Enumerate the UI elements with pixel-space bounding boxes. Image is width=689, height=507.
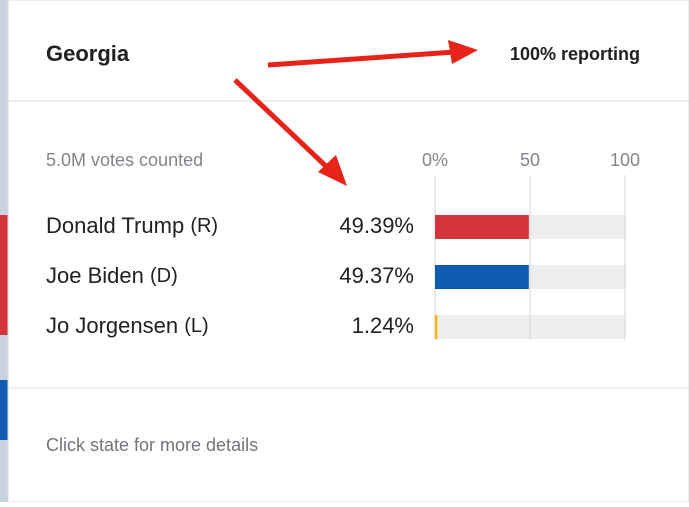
map-edge — [0, 380, 8, 440]
votes-counted: 5.0M votes counted — [46, 150, 203, 170]
percent-label: 49.37% — [339, 263, 414, 288]
party: (L) — [184, 315, 208, 337]
arrow — [233, 78, 332, 172]
candidate-name: Joe Biden (D) — [46, 263, 178, 288]
state-title: Georgia — [46, 41, 130, 66]
percent-label: 49.39% — [339, 213, 414, 238]
bar — [435, 215, 529, 239]
candidate-name: Donald Trump — [46, 213, 184, 238]
footer-link[interactable]: Click state for more details — [46, 435, 258, 455]
arrow-head — [318, 155, 347, 186]
candidate-name: Donald Trump (R) — [46, 213, 218, 238]
candidate-name: Jo Jorgensen (L) — [46, 313, 209, 338]
percent-label: 1.24% — [352, 313, 414, 338]
annotation-arrows — [233, 40, 478, 186]
reporting: 100% reporting — [510, 44, 640, 64]
arrow — [267, 49, 456, 68]
x-tick-label: 100 — [610, 150, 640, 170]
party: (R) — [190, 215, 218, 237]
map-edge — [0, 215, 8, 335]
bar — [435, 265, 529, 289]
candidate-name: Joe Biden — [46, 263, 144, 288]
candidate-name: Jo Jorgensen — [46, 313, 178, 338]
arrow-head — [448, 40, 478, 64]
x-tick-label: 0% — [422, 150, 448, 170]
party: (D) — [150, 265, 178, 287]
bar — [435, 315, 438, 339]
x-tick-label: 50 — [520, 150, 540, 170]
card — [7, 0, 689, 503]
